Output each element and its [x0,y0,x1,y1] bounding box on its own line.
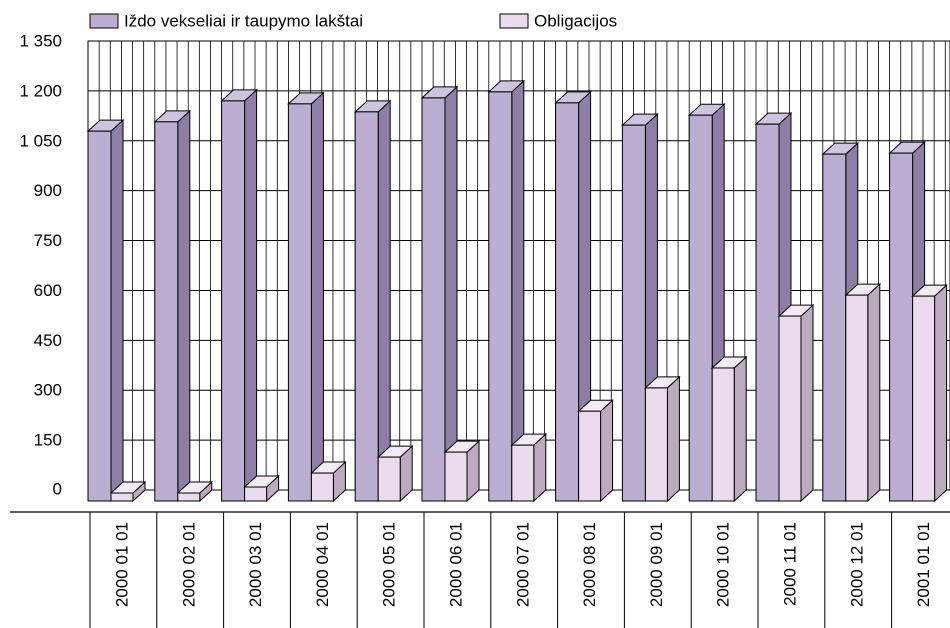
bar [310,472,334,502]
bar-group [109,480,147,503]
bar [444,451,468,502]
bar-group [577,399,614,503]
bar [377,456,401,502]
bar [244,486,268,502]
bar [845,294,869,502]
bar [555,102,580,502]
bar-side [310,91,324,503]
bar-group [310,460,347,503]
bar [621,124,646,502]
x-tick-label: 2000 04 01 [313,522,332,607]
y-tick-label: 750 [34,231,62,250]
x-tick-label: 2000 08 01 [580,522,599,607]
legend-swatch [89,13,119,29]
bar-side [934,283,948,503]
y-tick-label: 600 [34,281,62,300]
bar-side [110,119,124,503]
x-tick-label: 2000 06 01 [446,522,465,607]
y-tick-label: 1 200 [19,81,62,100]
bar [87,130,112,502]
bar-group [911,283,948,503]
x-tick-label: 2000 11 01 [780,522,799,606]
bar [154,121,179,502]
bar [755,123,780,502]
y-tick-label: 1 050 [19,131,62,150]
bar [912,295,936,502]
bar-group [710,355,748,503]
bar-side [244,88,258,503]
x-tick-label: 2000 07 01 [513,522,532,607]
x-tick-label: 2000 01 01 [112,522,131,607]
bar-group [510,432,548,503]
bar [711,367,735,502]
bar-group [176,480,214,503]
bar-side [377,99,391,503]
bar-side [177,109,191,503]
x-tick-label: 2000 10 01 [714,522,733,607]
bar [421,97,446,502]
bar-group [420,85,459,503]
bar-side [666,375,680,503]
bar [488,91,513,502]
bar [177,492,201,502]
bar-group [443,439,481,503]
bar [778,315,802,502]
bar [511,444,535,502]
bar-group [153,109,192,503]
bar-group [487,79,526,503]
bar-side [533,432,547,503]
bar-group [777,303,815,503]
bar-group [220,88,258,503]
bar [688,114,713,502]
legend-label: Iždo vekseliai ir taupymo lakštai [124,11,363,30]
y-tick-label: 900 [34,181,62,200]
bar [644,387,668,502]
x-tick-label: 2000 12 01 [847,522,866,607]
bar-side [867,282,881,503]
bar-group [243,474,280,503]
x-tick-label: 2000 05 01 [380,522,399,607]
bar-side [800,303,814,503]
bar [822,153,847,502]
bar-group [287,91,325,503]
bar-group [844,282,882,503]
bar [221,100,246,502]
x-tick-label: 2000 03 01 [246,522,265,607]
bar-side [600,399,614,503]
y-tick-label: 300 [34,381,62,400]
x-tick-label: 2000 02 01 [179,522,198,607]
x-tick-label: 2001 01 01 [914,522,933,607]
y-tick-label: 0 [53,479,62,498]
x-tick-label: 2000 09 01 [647,522,666,607]
y-tick-label: 450 [34,331,62,350]
bar-group [376,444,414,503]
bar [287,103,312,502]
bar-side [733,355,747,503]
y-tick-label: 150 [34,431,62,450]
bar [110,492,134,502]
y-tick-label: 1 350 [19,31,62,50]
bar [889,152,914,502]
bar-group [644,375,681,503]
bar [578,410,602,502]
bar [354,111,379,502]
legend-label: Obligacijos [534,11,617,30]
bar-side [444,85,458,503]
bar-group [86,119,125,503]
bar-group [353,99,392,503]
legend-swatch [499,13,529,29]
